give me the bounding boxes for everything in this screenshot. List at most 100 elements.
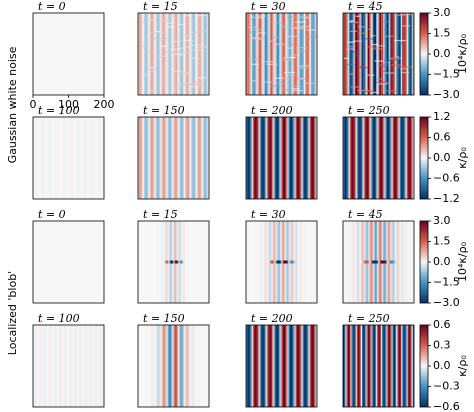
field-cell	[167, 117, 169, 199]
field-cell	[357, 221, 359, 303]
field-cell	[269, 325, 272, 407]
field-cell	[343, 325, 345, 407]
field-cell	[82, 325, 85, 407]
field-cell	[205, 13, 207, 95]
blob-cell	[370, 260, 372, 264]
blob-cell	[375, 260, 377, 264]
field-cell	[264, 117, 267, 199]
field-cell	[406, 117, 409, 199]
field-cell	[40, 325, 42, 407]
field-cell	[254, 221, 256, 303]
blob-cell	[280, 260, 282, 264]
field-cell	[142, 13, 145, 95]
field-cell	[207, 117, 210, 199]
field-cell	[197, 325, 199, 407]
field-cell	[177, 325, 179, 407]
field-cell	[301, 221, 303, 303]
field-cell	[165, 325, 167, 407]
panel-title: t = 150	[143, 312, 185, 325]
field-cell	[311, 117, 313, 199]
noise-streak	[385, 90, 397, 92]
field-cell	[403, 221, 405, 303]
field-cell	[246, 13, 248, 95]
noise-streak	[355, 15, 361, 17]
field-cell	[259, 221, 261, 303]
field-cell	[146, 13, 148, 95]
noise-streak	[295, 50, 307, 52]
field-cell	[350, 117, 352, 199]
field-cell	[206, 325, 209, 407]
field-cell	[380, 325, 383, 407]
field-cell	[386, 13, 389, 95]
field-cell	[178, 325, 180, 407]
field-cell	[53, 325, 55, 407]
noise-streak	[293, 27, 304, 30]
panel-title: t = 0	[38, 208, 66, 221]
colorbar-tick-label: 1.5	[433, 235, 451, 248]
field-cell	[148, 221, 151, 303]
field-cell	[155, 13, 158, 95]
field-cell	[380, 13, 383, 95]
blob-cell	[278, 260, 280, 264]
field-cell	[357, 117, 359, 199]
noise-streak	[364, 90, 375, 93]
field-cell	[102, 325, 105, 407]
field-cell	[346, 221, 348, 303]
panel	[32, 116, 105, 200]
panel-title: t = 150	[143, 104, 185, 117]
field-cell	[374, 117, 377, 199]
field-cell	[315, 117, 318, 199]
noise-streak	[163, 38, 168, 40]
blob-cell	[269, 260, 271, 264]
field-cell	[156, 117, 159, 199]
colorbar-label: κ/ρ₀	[456, 147, 469, 169]
field-cell	[272, 117, 274, 199]
blob-cell	[392, 260, 394, 264]
field-cell	[152, 117, 154, 199]
noise-streak	[380, 65, 386, 67]
field-cell	[76, 117, 79, 199]
field-cell	[399, 325, 402, 407]
colorbar-label: κ/ρ₀	[456, 355, 469, 377]
field-cell	[250, 117, 253, 199]
field-cell	[140, 325, 142, 407]
field-cell	[295, 13, 298, 95]
colorbar-tick-label: −1.5	[433, 68, 460, 81]
field-cell	[359, 117, 361, 199]
field-cell	[288, 13, 290, 95]
field-cell	[273, 325, 275, 407]
noise-streak	[173, 41, 181, 43]
field-cell	[254, 117, 256, 199]
field-cell	[187, 117, 190, 199]
panel-frame	[137, 220, 210, 304]
field-cell	[295, 117, 298, 199]
noise-streak	[288, 74, 296, 76]
field-cell	[356, 117, 358, 199]
field-cell	[178, 117, 180, 199]
field-cell	[389, 13, 391, 95]
field-cell	[174, 325, 177, 407]
field-cell	[382, 117, 384, 199]
field-cell	[187, 13, 190, 95]
field-cell	[294, 325, 296, 407]
field-cell	[96, 325, 99, 407]
field-cell	[361, 117, 364, 199]
blob-cell	[283, 260, 285, 264]
panel	[32, 324, 105, 408]
field-cell	[172, 325, 174, 407]
field-cell	[279, 13, 281, 95]
field-cell	[395, 325, 397, 407]
field-cell	[169, 13, 172, 95]
field-cell	[139, 221, 141, 303]
noise-streak	[290, 54, 300, 56]
field-cell	[299, 221, 301, 303]
noise-streak	[385, 61, 390, 64]
field-cell	[162, 13, 165, 95]
noise-streak	[290, 85, 302, 87]
panel-frame	[245, 12, 318, 96]
field-cell	[165, 13, 167, 95]
field-cell	[364, 117, 366, 199]
noise-streak	[276, 82, 286, 84]
field-cell	[160, 221, 162, 303]
field-cell	[301, 117, 303, 199]
